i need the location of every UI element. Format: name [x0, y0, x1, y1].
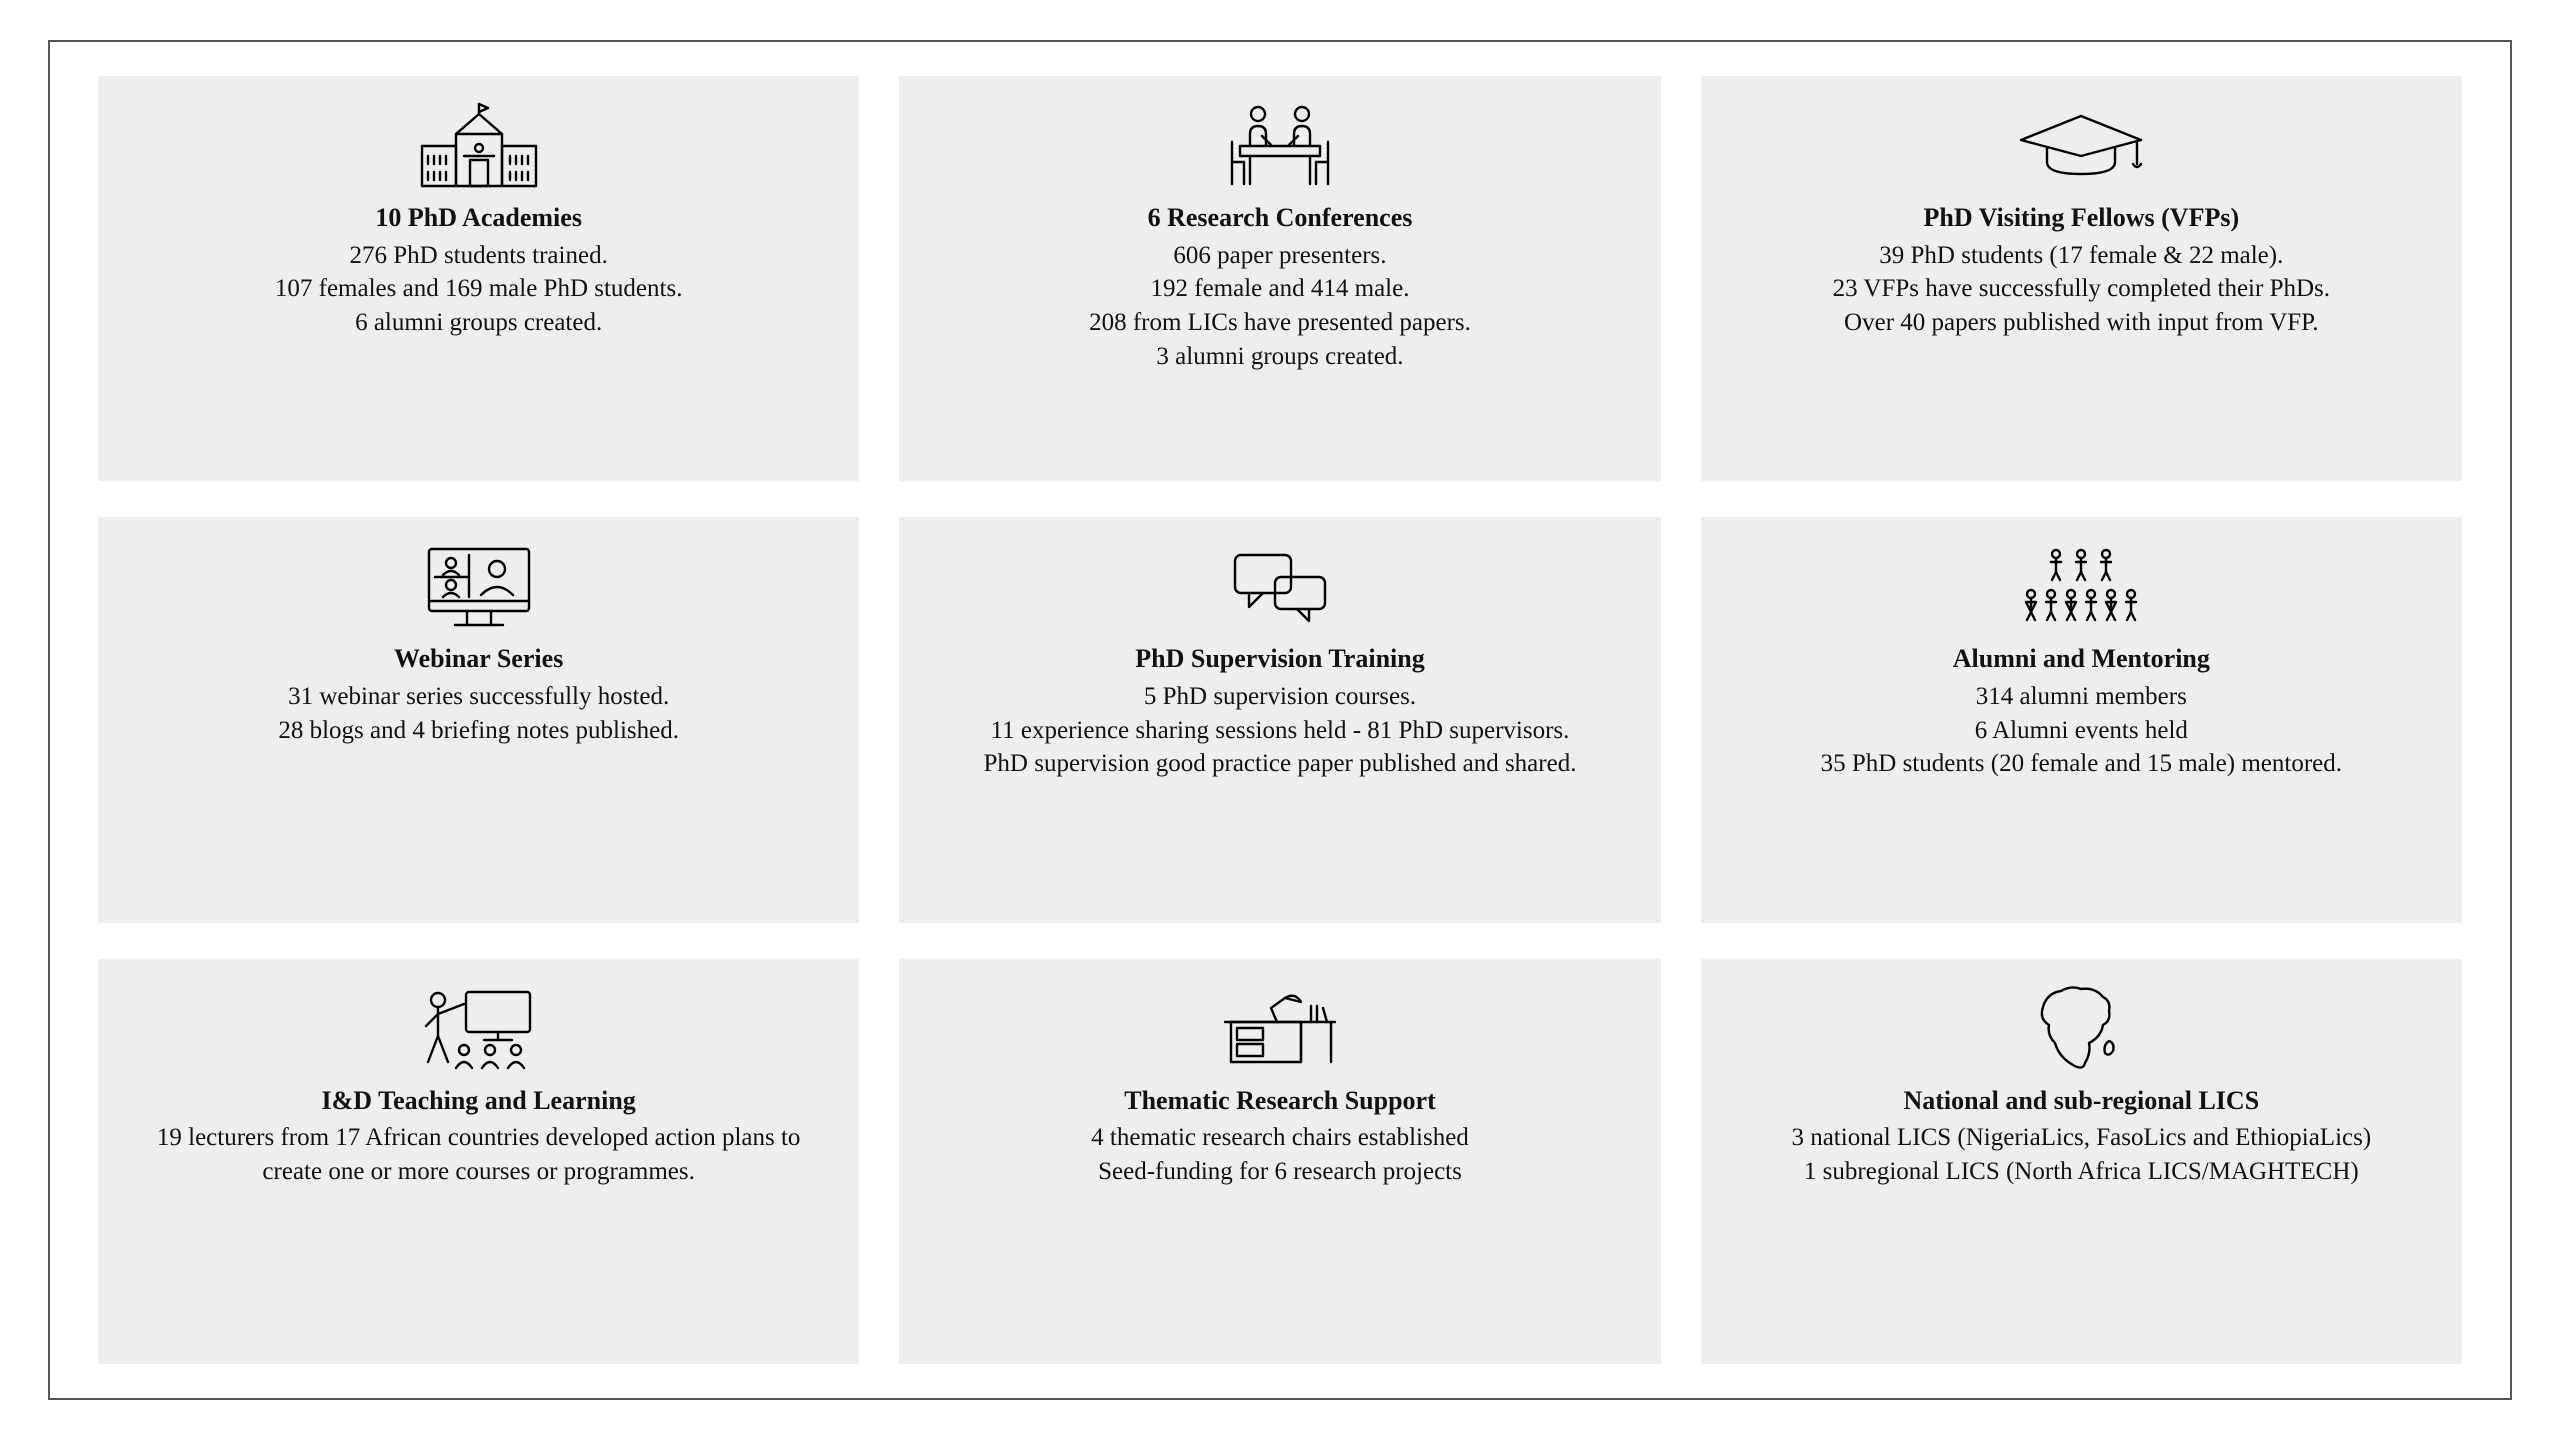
card-body: 4 thematic research chairs established S…: [1091, 1121, 1469, 1189]
card-line: 28 blogs and 4 briefing notes published.: [278, 714, 679, 748]
card-body: 19 lecturers from 17 African countries d…: [124, 1121, 833, 1189]
card-line: 6 Alumni events held: [1821, 714, 2342, 748]
card-body: 276 PhD students trained. 107 females an…: [275, 239, 683, 340]
card-line: 19 lecturers from 17 African countries d…: [124, 1121, 833, 1189]
desk-lamp-icon: [1215, 981, 1345, 1077]
card-national-lics: National and sub-regional LICS 3 nationa…: [1701, 959, 2462, 1364]
teaching-icon: [414, 981, 544, 1077]
card-grid: 10 PhD Academies 276 PhD students traine…: [98, 76, 2462, 1364]
card-line: Over 40 papers published with input from…: [1833, 306, 2330, 340]
card-webinar-series: Webinar Series 31 webinar series success…: [98, 517, 859, 922]
card-visiting-fellows: PhD Visiting Fellows (VFPs) 39 PhD stude…: [1701, 76, 2462, 481]
card-line: 107 females and 169 male PhD students.: [275, 272, 683, 306]
card-title: Webinar Series: [394, 643, 563, 676]
card-teaching-learning: I&D Teaching and Learning 19 lecturers f…: [98, 959, 859, 1364]
card-body: 39 PhD students (17 female & 22 male). 2…: [1833, 239, 2330, 340]
card-phd-academies: 10 PhD Academies 276 PhD students traine…: [98, 76, 859, 481]
card-body: 314 alumni members 6 Alumni events held …: [1821, 680, 2342, 781]
graduation-cap-icon: [2011, 98, 2151, 194]
card-line: Seed-funding for 6 research projects: [1091, 1155, 1469, 1189]
card-title: PhD Supervision Training: [1135, 643, 1424, 676]
card-line: 3 alumni groups created.: [1089, 340, 1471, 374]
meeting-table-icon: [1220, 98, 1340, 194]
card-line: 1 subregional LICS (North Africa LICS/MA…: [1791, 1155, 2371, 1189]
card-line: 39 PhD students (17 female & 22 male).: [1833, 239, 2330, 273]
card-body: 3 national LICS (NigeriaLics, FasoLics a…: [1791, 1121, 2371, 1189]
card-research-conferences: 6 Research Conferences 606 paper present…: [899, 76, 1660, 481]
card-body: 5 PhD supervision courses. 11 experience…: [984, 680, 1577, 781]
card-line: PhD supervision good practice paper publ…: [984, 747, 1577, 781]
card-line: 11 experience sharing sessions held - 81…: [984, 714, 1577, 748]
card-body: 31 webinar series successfully hosted. 2…: [278, 680, 679, 748]
card-thematic-research: Thematic Research Support 4 thematic res…: [899, 959, 1660, 1364]
school-building-icon: [414, 98, 544, 194]
card-body: 606 paper presenters. 192 female and 414…: [1089, 239, 1471, 374]
card-title: 10 PhD Academies: [375, 202, 582, 235]
card-alumni-mentoring: Alumni and Mentoring 314 alumni members …: [1701, 517, 2462, 922]
card-title: PhD Visiting Fellows (VFPs): [1924, 202, 2240, 235]
webinar-screen-icon: [419, 539, 539, 635]
card-line: 35 PhD students (20 female and 15 male) …: [1821, 747, 2342, 781]
card-title: Alumni and Mentoring: [1953, 643, 2210, 676]
card-supervision-training: PhD Supervision Training 5 PhD supervisi…: [899, 517, 1660, 922]
card-line: 276 PhD students trained.: [275, 239, 683, 273]
card-line: 31 webinar series successfully hosted.: [278, 680, 679, 714]
outer-frame: 10 PhD Academies 276 PhD students traine…: [48, 40, 2512, 1400]
card-title: National and sub-regional LICS: [1903, 1085, 2259, 1118]
card-line: 314 alumni members: [1821, 680, 2342, 714]
card-title: 6 Research Conferences: [1148, 202, 1413, 235]
card-line: 606 paper presenters.: [1089, 239, 1471, 273]
card-title: Thematic Research Support: [1124, 1085, 1436, 1118]
africa-map-icon: [2031, 981, 2131, 1077]
speech-bubbles-icon: [1225, 539, 1335, 635]
card-line: 6 alumni groups created.: [275, 306, 683, 340]
card-title: I&D Teaching and Learning: [322, 1085, 636, 1118]
card-line: 5 PhD supervision courses.: [984, 680, 1577, 714]
card-line: 208 from LICs have presented papers.: [1089, 306, 1471, 340]
card-line: 4 thematic research chairs established: [1091, 1121, 1469, 1155]
people-group-icon: [2016, 539, 2146, 635]
card-line: 192 female and 414 male.: [1089, 272, 1471, 306]
card-line: 23 VFPs have successfully completed thei…: [1833, 272, 2330, 306]
card-line: 3 national LICS (NigeriaLics, FasoLics a…: [1791, 1121, 2371, 1155]
